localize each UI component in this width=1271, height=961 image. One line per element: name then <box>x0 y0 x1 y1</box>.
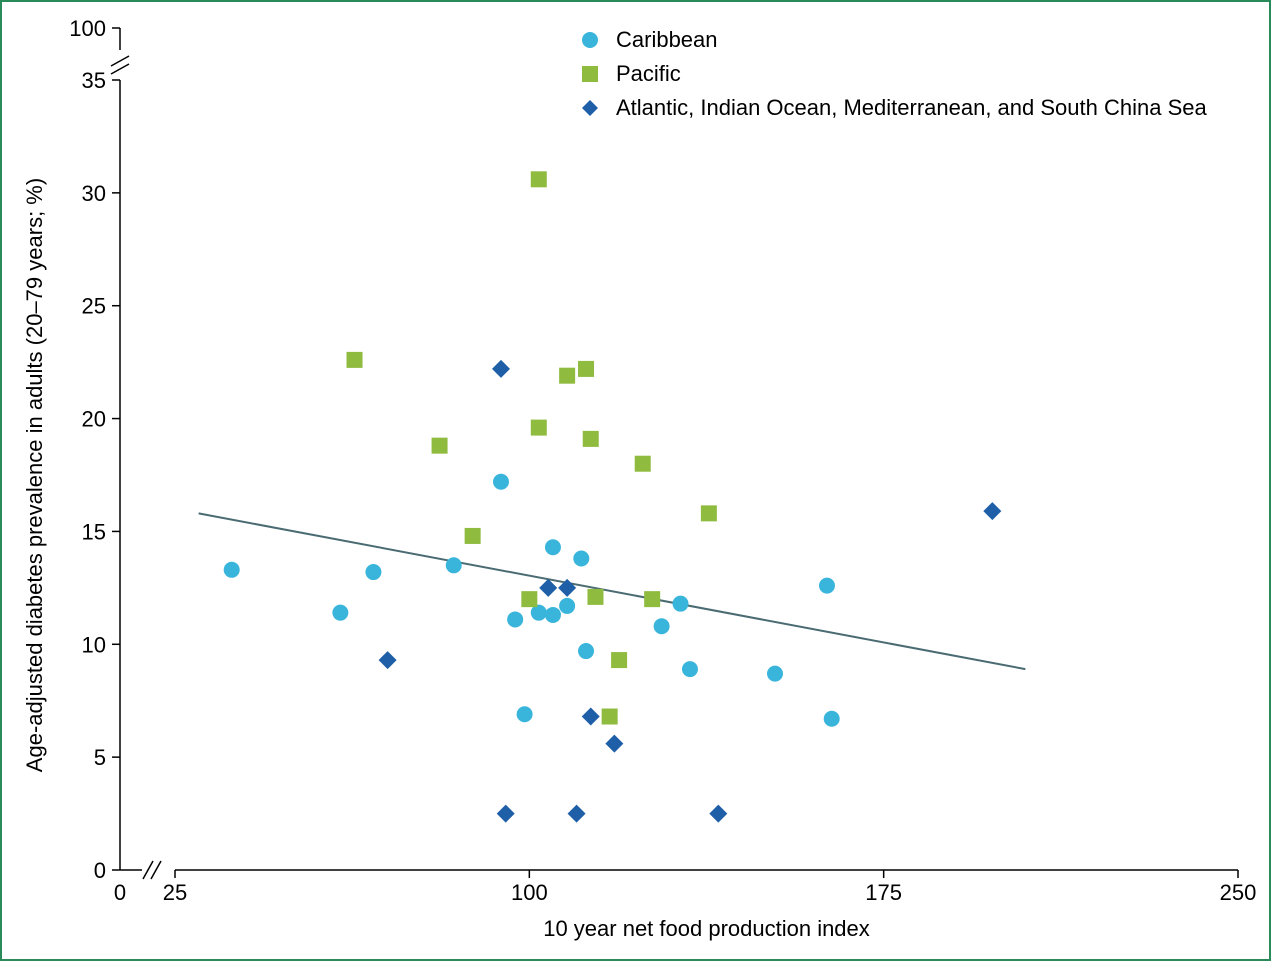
point-square <box>582 66 598 82</box>
y-tick: 15 <box>82 519 106 544</box>
x-tick: 100 <box>511 880 548 905</box>
point-square <box>611 652 627 668</box>
legend-label: Pacific <box>616 61 681 86</box>
point-square <box>347 352 363 368</box>
point-circle <box>559 598 575 614</box>
x-tick: 175 <box>865 880 902 905</box>
y-tick: 10 <box>82 632 106 657</box>
y-tick: 5 <box>94 745 106 770</box>
point-circle <box>573 551 589 567</box>
point-circle <box>545 539 561 555</box>
point-square <box>644 591 660 607</box>
chart-svg: 100 0 5 10 15 20 25 30 35 0 25 100 175 250 10 year net… <box>0 0 1271 961</box>
point-circle <box>682 661 698 677</box>
point-circle <box>819 578 835 594</box>
y-tick: 20 <box>82 407 106 432</box>
y-tick: 25 <box>82 294 106 319</box>
y-tick: 0 <box>94 858 106 883</box>
x-axis-label: 10 year net food production index <box>543 916 870 941</box>
point-circle <box>654 618 670 634</box>
y-tick-100: 100 <box>69 16 106 41</box>
point-circle <box>545 607 561 623</box>
point-square <box>465 528 481 544</box>
x-origin: 0 <box>114 880 126 905</box>
scatter-chart: 100 0 5 10 15 20 25 30 35 0 25 100 175 250 10 year net… <box>0 0 1271 961</box>
y-axis-label: Age-adjusted diabetes prevalence in adul… <box>22 178 47 772</box>
x-tick: 250 <box>1220 880 1257 905</box>
point-square <box>635 456 651 472</box>
point-square <box>531 420 547 436</box>
point-square <box>432 438 448 454</box>
point-circle <box>582 32 598 48</box>
y-tick: 35 <box>82 68 106 93</box>
point-circle <box>332 605 348 621</box>
point-square <box>559 368 575 384</box>
point-circle <box>365 564 381 580</box>
point-square <box>587 589 603 605</box>
point-circle <box>824 711 840 727</box>
legend-label: Atlantic, Indian Ocean, Mediterranean, a… <box>616 95 1207 120</box>
point-square <box>701 505 717 521</box>
point-square <box>531 171 547 187</box>
point-square <box>583 431 599 447</box>
point-square <box>602 709 618 725</box>
point-circle <box>493 474 509 490</box>
point-circle <box>767 666 783 682</box>
point-circle <box>224 562 240 578</box>
point-circle <box>673 596 689 612</box>
point-circle <box>517 706 533 722</box>
point-circle <box>446 557 462 573</box>
point-circle <box>578 643 594 659</box>
point-circle <box>507 611 523 627</box>
y-tick: 30 <box>82 181 106 206</box>
point-square <box>521 591 537 607</box>
point-square <box>578 361 594 377</box>
legend-label: Caribbean <box>616 27 718 52</box>
x-tick: 25 <box>163 880 187 905</box>
